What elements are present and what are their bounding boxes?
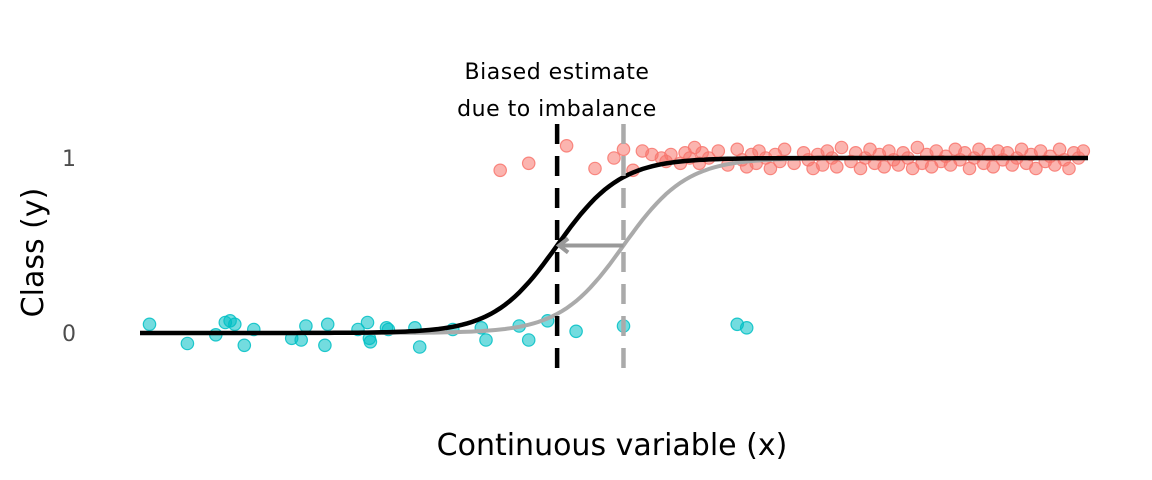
class-1-point <box>1062 161 1076 176</box>
class-0-point <box>363 334 378 349</box>
class-0-point <box>180 336 195 351</box>
class-1-point <box>763 161 778 176</box>
class-0-point <box>479 333 493 347</box>
class-0-point <box>299 319 313 333</box>
class-0-point <box>294 333 308 347</box>
class-0-point <box>412 340 427 354</box>
x-axis-title: Continuous variable (x) <box>437 428 788 463</box>
annotation-line-1: Biased estimate <box>465 60 650 85</box>
y-tick-label-0: 0 <box>62 322 76 347</box>
arrow-head <box>555 236 570 255</box>
y-axis-title: Class (y) <box>16 188 51 318</box>
class-0-point <box>739 320 754 335</box>
class-0-point <box>521 333 536 347</box>
class-1-point <box>607 151 621 165</box>
y-tick-label-1: 1 <box>62 147 76 172</box>
shift-arrow <box>555 236 624 255</box>
class-1-point <box>777 142 792 157</box>
curves-layer <box>140 155 1088 336</box>
class-1-point <box>664 147 678 162</box>
class-1-point <box>877 160 891 174</box>
biased-curve <box>140 155 1088 336</box>
threshold-lines <box>554 124 626 368</box>
class-1-point <box>711 144 726 158</box>
class-1-point <box>1076 144 1091 158</box>
class-0-point <box>569 324 583 339</box>
class-1-point <box>829 160 844 174</box>
class-0-point <box>360 315 375 330</box>
class-1-point <box>493 163 507 178</box>
class-1-point <box>521 156 536 171</box>
class-1-point <box>986 160 1000 174</box>
class-1-point <box>834 140 849 155</box>
annotation-line-2: due to imbalance <box>457 97 657 122</box>
class-0-point <box>228 317 242 332</box>
class-1-point <box>559 139 574 153</box>
class-0-point <box>142 317 157 332</box>
class-1-point <box>616 142 631 157</box>
class-0-point <box>320 317 335 332</box>
class-1-point <box>910 140 925 155</box>
class-0-point <box>237 338 252 353</box>
class-1-point <box>1029 161 1043 176</box>
class-0-point <box>318 338 332 353</box>
class-1-point <box>588 161 602 176</box>
